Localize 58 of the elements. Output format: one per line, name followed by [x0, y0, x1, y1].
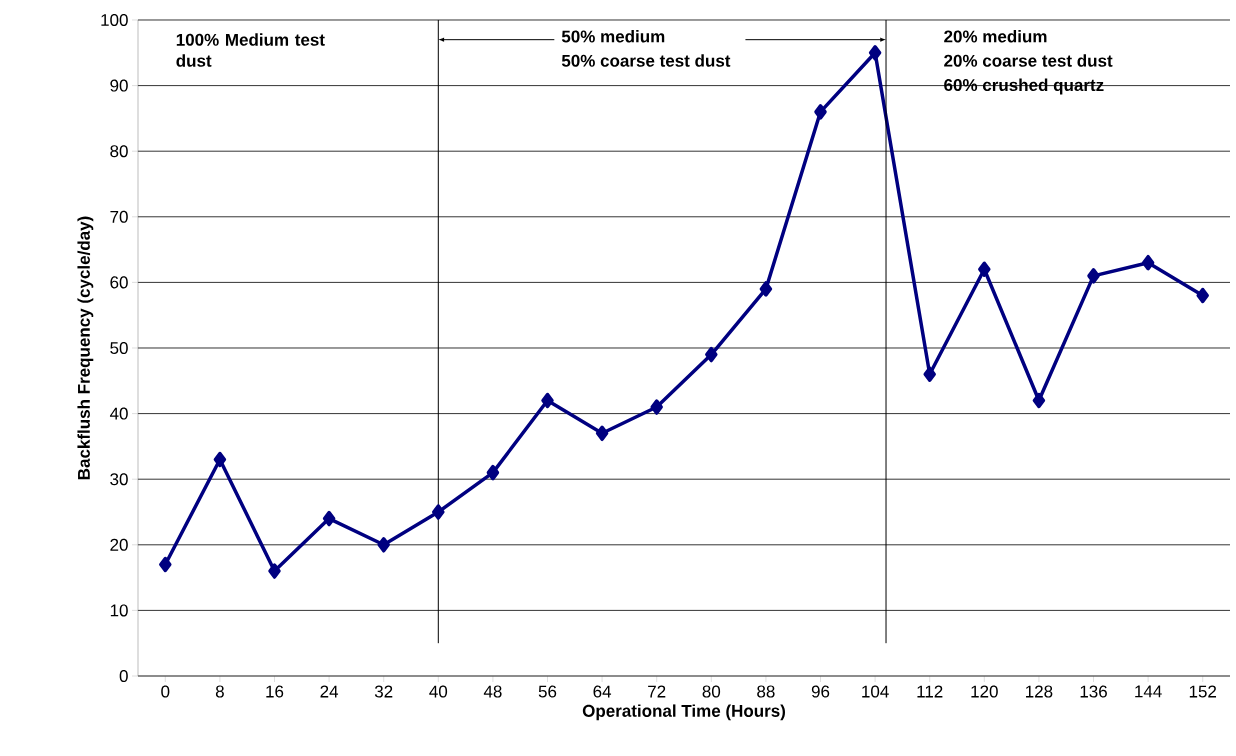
annotation: 50% medium	[561, 30, 665, 43]
x-tick-label: 112	[917, 685, 943, 698]
x-tick-label: 88	[757, 685, 775, 698]
point	[1032, 392, 1046, 409]
x-tick-label: 128	[1026, 685, 1053, 698]
x-tick-label: 40	[429, 685, 448, 698]
y-tick-label: 60	[110, 276, 128, 289]
point	[432, 504, 445, 520]
y-tick-label: 20	[110, 538, 128, 551]
y-tick-label: 0	[119, 669, 128, 683]
x-tick-label: 32	[374, 685, 393, 698]
y-tick-label: 70	[110, 210, 128, 223]
x-tick-label: 48	[483, 685, 502, 698]
x-tick-label: 72	[648, 685, 666, 698]
point	[486, 464, 500, 481]
point	[322, 510, 336, 527]
point	[868, 45, 882, 61]
y-tick-label: 90	[110, 79, 128, 92]
x-tick-label: 0	[161, 685, 170, 698]
y-tick-label: 80	[110, 145, 128, 158]
y-axis-title: Backflush Frequency (cycle/day)	[77, 216, 94, 480]
x-tick-label: 16	[266, 685, 284, 698]
y-tick-label: 50	[110, 341, 128, 355]
point	[814, 104, 827, 120]
point	[268, 563, 281, 579]
x-tick-label: 56	[538, 685, 557, 698]
y-tick-label: 40	[109, 407, 128, 420]
x-tick-label: 120	[971, 685, 998, 698]
x-axis-title: Operational Time (Hours)	[582, 704, 786, 721]
x-tick-label: 64	[593, 685, 612, 698]
x-tick-label: 80	[702, 685, 721, 698]
point	[595, 425, 609, 442]
point	[1087, 268, 1100, 284]
point	[759, 281, 773, 297]
point	[923, 366, 936, 382]
x-tick-label: 144	[1135, 685, 1162, 698]
annotation: 50% coarse test dust	[561, 54, 731, 67]
x-tick-label: 8	[215, 685, 224, 698]
point	[1196, 287, 1209, 304]
point	[377, 537, 390, 553]
x-tick-label: 96	[811, 685, 830, 698]
point	[213, 451, 227, 468]
y-tick-label: 100	[101, 13, 128, 27]
y-tick-label: 10	[110, 604, 128, 617]
x-tick-label: 152	[1189, 685, 1217, 698]
annotation: 20% medium	[944, 30, 1047, 43]
y-tick-label: 30	[110, 473, 128, 486]
point	[650, 399, 663, 415]
point	[1141, 254, 1155, 271]
point	[541, 392, 554, 409]
annotation: 20% coarse test dust	[944, 54, 1113, 67]
point	[978, 261, 991, 278]
point	[705, 346, 718, 363]
x-tick-label: 104	[862, 685, 889, 698]
x-tick-label: 136	[1080, 685, 1107, 698]
x-tick-label: 24	[320, 685, 339, 698]
annotation: 100% Medium test dust	[176, 33, 325, 67]
point	[159, 556, 172, 573]
